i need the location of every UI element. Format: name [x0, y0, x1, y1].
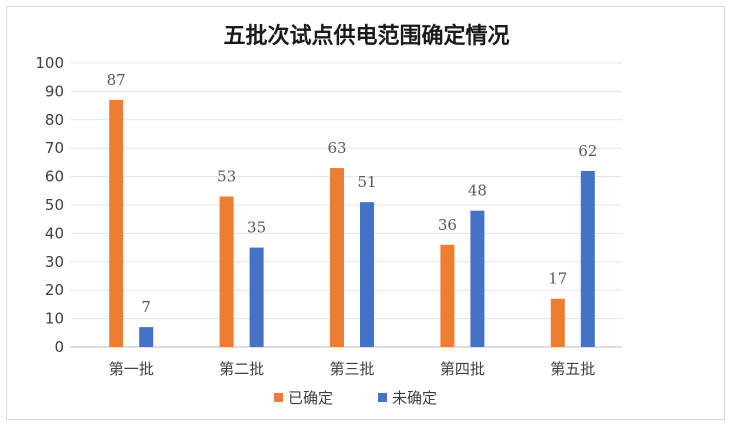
x-tick-label: 第二批	[219, 360, 264, 378]
bars	[109, 99, 595, 347]
bar-unconfirmed	[360, 202, 374, 347]
legend-swatch	[378, 393, 387, 402]
y-tick-label: 0	[54, 338, 64, 356]
data-label: 35	[247, 219, 266, 237]
x-tick-label: 第四批	[440, 360, 485, 378]
data-label: 48	[468, 182, 487, 200]
legend-label: 已确定	[288, 389, 333, 407]
bar-confirmed	[330, 168, 344, 347]
data-label: 7	[141, 298, 151, 316]
y-tick-label: 40	[45, 224, 64, 242]
bar-unconfirmed	[249, 247, 264, 347]
y-tick-label: 20	[45, 281, 64, 299]
y-tick-label: 90	[45, 82, 64, 100]
data-label: 36	[438, 216, 457, 234]
bar-confirmed	[219, 196, 234, 347]
y-axis: 0 10 20 30 40 50 60 70 80 90 100	[35, 54, 64, 356]
y-tick-label: 70	[45, 139, 64, 157]
y-tick-label: 100	[35, 54, 64, 72]
data-labels: 87 7 53 35 63 51 36 48 17 62	[107, 71, 598, 316]
grid-lines	[70, 62, 622, 348]
y-tick-label: 80	[45, 111, 64, 129]
x-tick-label: 第三批	[329, 360, 374, 378]
bar-unconfirmed	[470, 210, 485, 347]
data-label: 63	[327, 139, 346, 157]
y-tick-label: 50	[45, 196, 64, 214]
bar-unconfirmed	[139, 327, 154, 347]
data-label: 53	[217, 167, 236, 185]
data-label: 87	[107, 71, 126, 89]
y-tick-label: 30	[45, 253, 64, 271]
chart-title: 五批次试点供电范围确定情况	[223, 24, 510, 49]
legend: 已确定 未确定	[274, 389, 437, 407]
x-axis: 第一批 第二批 第三批 第四批 第五批	[109, 360, 596, 378]
legend-label: 未确定	[392, 389, 437, 407]
data-label: 62	[578, 142, 597, 160]
legend-swatch	[274, 393, 283, 402]
data-label: 17	[548, 270, 567, 288]
x-tick-label: 第一批	[109, 360, 154, 378]
x-tick-label: 第五批	[550, 360, 595, 378]
data-label: 51	[357, 173, 376, 191]
y-tick-label: 10	[45, 310, 64, 328]
y-tick-label: 60	[45, 168, 64, 186]
bar-confirmed	[550, 298, 565, 347]
bar-confirmed	[109, 99, 124, 347]
bar-unconfirmed	[580, 170, 595, 347]
bar-confirmed	[440, 244, 455, 347]
